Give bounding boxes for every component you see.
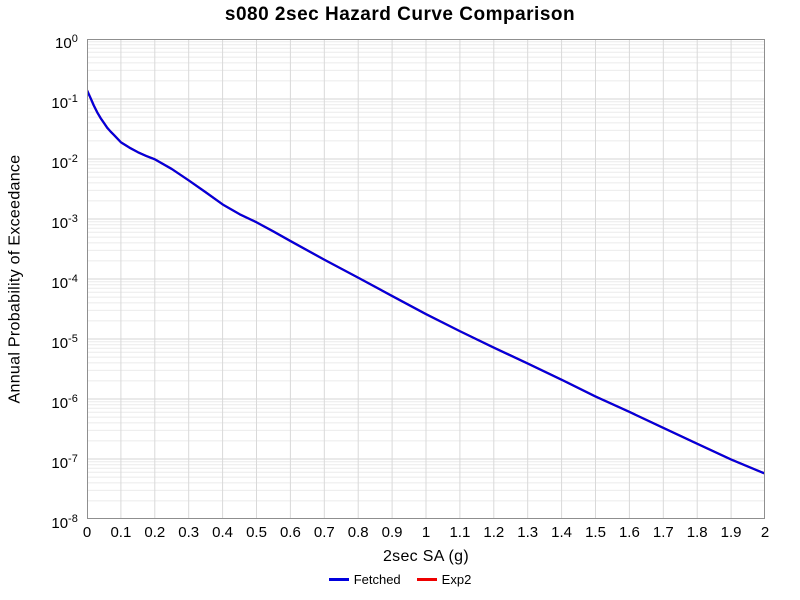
y-tick-label: 10-8	[51, 513, 78, 532]
legend-item-exp2: Exp2	[416, 572, 472, 587]
x-tick-label: 1.2	[483, 524, 505, 541]
series-line-fetched	[87, 89, 765, 475]
x-tick-label: 0.1	[110, 524, 132, 541]
x-tick-label: 1.1	[449, 524, 471, 541]
x-tick-label: 0.5	[246, 524, 267, 541]
x-tick-label: 1.8	[686, 524, 708, 541]
x-tick-label: 1.5	[585, 524, 606, 541]
y-tick-label: 10-6	[51, 393, 78, 412]
x-tick-label: 0.3	[178, 524, 200, 541]
legend-line-swatch	[328, 578, 349, 581]
legend-label: Fetched	[353, 572, 401, 587]
x-tick-label: 1	[421, 524, 431, 541]
x-tick-label: 0.7	[313, 524, 335, 541]
x-tick-label: 0.6	[279, 524, 301, 541]
x-tick-label: 1.6	[618, 524, 640, 541]
y-tick-label: 10-4	[51, 273, 78, 292]
legend-label: Exp2	[441, 572, 472, 587]
plot-area	[87, 39, 765, 519]
y-tick-label: 10-2	[51, 153, 78, 172]
x-tick-label: 2	[760, 524, 770, 541]
x-axis-label: 2sec SA (g)	[382, 548, 469, 565]
legend-line-swatch	[416, 578, 437, 581]
x-tick-label: 1.3	[517, 524, 539, 541]
x-tick-label: 0.9	[381, 524, 403, 541]
x-tick-label: 1.9	[720, 524, 742, 541]
x-tick-label: 0.4	[212, 524, 234, 541]
y-tick-label: 10-1	[51, 93, 78, 112]
hazard-curve-plot	[87, 39, 765, 519]
x-tick-label: 0.8	[347, 524, 369, 541]
x-tick-label: 1.7	[652, 524, 674, 541]
y-tick-label: 10-7	[51, 453, 78, 472]
legend: Fetched Exp2	[0, 572, 800, 587]
x-tick-label: 0	[82, 524, 92, 541]
y-tick-label: 100	[55, 33, 78, 52]
x-tick-label: 1.4	[551, 524, 573, 541]
x-tick-label: 0.2	[144, 524, 166, 541]
chart-title: s080 2sec Hazard Curve Comparison	[224, 4, 576, 25]
y-tick-label: 10-5	[51, 333, 78, 352]
legend-item-fetched: Fetched	[328, 572, 401, 587]
y-tick-label: 10-3	[51, 213, 78, 232]
